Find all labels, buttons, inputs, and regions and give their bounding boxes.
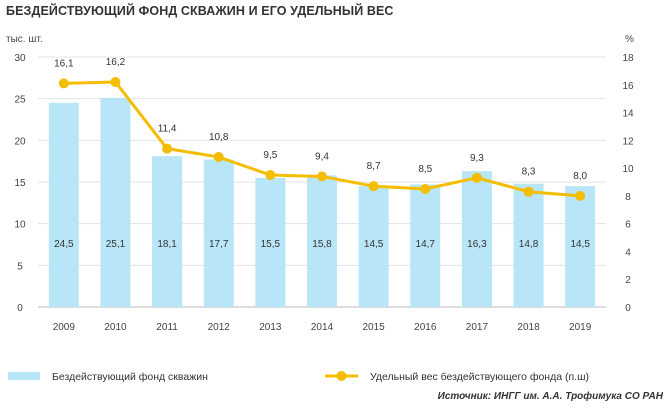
line-point: [471, 172, 482, 183]
left-tick-label: 15: [14, 178, 26, 189]
point-value-label: 9,3: [470, 153, 484, 164]
x-tick-label: 2019: [569, 322, 592, 333]
point-value-label: 9,5: [263, 150, 277, 161]
bar: [410, 184, 441, 307]
x-tick-label: 2013: [259, 322, 282, 333]
x-tick-label: 2016: [414, 322, 437, 333]
bar: [513, 183, 544, 307]
right-tick-label: 6: [625, 220, 631, 231]
legend-line-label: Удельный вес бездействующего фонда (п.ш): [370, 371, 589, 383]
left-tick-label: 30: [14, 53, 26, 64]
x-tick-label: 2015: [363, 322, 386, 333]
bar-value-label: 14,5: [570, 239, 590, 250]
left-tick-label: 5: [17, 261, 23, 272]
point-value-label: 11,4: [158, 124, 177, 135]
bar-value-label: 24,5: [54, 239, 74, 250]
bar-value-label: 15,8: [312, 239, 332, 250]
bar-series: [48, 97, 596, 307]
bar-value-label: 18,1: [157, 239, 177, 250]
right-tick-label: 18: [622, 53, 634, 64]
x-tick-label: 2010: [104, 322, 127, 333]
x-tick-label: 2011: [156, 322, 178, 333]
line-point: [575, 190, 586, 201]
bar: [100, 97, 131, 307]
point-value-label: 8,5: [418, 164, 432, 175]
point-value-label: 16,2: [106, 57, 126, 68]
bar-value-label: 16,3: [467, 239, 487, 250]
bar-value-label: 25,1: [106, 239, 126, 250]
x-tick-label: 2018: [517, 322, 540, 333]
point-value-label: 8,7: [367, 161, 381, 172]
x-axis: 2009 2010 2011 2012 2013 2014 2015 2016 2017 2018…: [53, 322, 592, 333]
chart-title: БЕЗДЕЙСТВУЮЩИЙ ФОНД СКВАЖИН И ЕГО УДЕЛЬН…: [6, 4, 394, 18]
right-tick-label: 8: [625, 192, 631, 203]
bar: [307, 175, 337, 307]
right-axis: 0 2 4 6 8 10 12 14 16 18: [622, 53, 634, 314]
line-point: [162, 143, 173, 154]
legend: Бездействующий фонд скважин Удельный вес…: [8, 371, 589, 383]
left-axis: 0 5 10 15 20 25 30: [14, 53, 26, 314]
point-labels: 16,1 16,2 11,4 10,8 9,5 9,4 8,7 8,5 9,3 8,3 8,0: [54, 57, 587, 182]
bar-value-label: 14,5: [364, 239, 384, 250]
bar: [152, 156, 183, 307]
point-value-label: 10,8: [209, 132, 229, 143]
right-axis-unit: %: [625, 34, 634, 45]
right-tick-label: 16: [622, 81, 634, 92]
left-axis-unit: тыс. шт.: [6, 34, 43, 45]
bar: [48, 102, 79, 307]
legend-bar-swatch: [8, 372, 40, 380]
right-tick-label: 0: [625, 303, 631, 314]
bar-labels: 24,5 25,1 18,1 17,7 15,5 15,8 14,5 14,7 16,3 14,8…: [54, 239, 590, 250]
right-tick-label: 4: [625, 247, 631, 258]
x-tick-label: 2017: [466, 322, 489, 333]
x-tick-label: 2009: [53, 322, 76, 333]
left-tick-label: 20: [14, 136, 26, 147]
right-tick-label: 14: [622, 109, 634, 120]
left-tick-label: 10: [14, 220, 26, 231]
right-tick-label: 10: [622, 164, 634, 175]
line-point: [213, 152, 224, 162]
line-point: [265, 170, 276, 181]
bar-value-label: 15,5: [261, 239, 281, 250]
bar: [358, 186, 389, 307]
bar: [565, 186, 596, 307]
x-tick-label: 2014: [311, 322, 334, 333]
right-tick-label: 2: [625, 275, 631, 286]
bar: [203, 159, 234, 307]
legend-line-marker: [336, 371, 347, 381]
line-point: [58, 78, 69, 89]
source-note: Источник: ИНГГ им. А.А. Трофимука СО РАН: [437, 391, 663, 402]
bar-value-label: 17,7: [209, 239, 229, 250]
x-tick-label: 2012: [208, 322, 231, 333]
line-series: [58, 77, 586, 201]
bar: [255, 177, 286, 307]
left-tick-label: 25: [14, 95, 26, 106]
line-point: [368, 181, 379, 192]
line-point: [317, 171, 327, 182]
bar-value-label: 14,8: [519, 239, 539, 250]
line-point: [110, 77, 121, 87]
left-tick-label: 0: [17, 303, 23, 314]
right-tick-label: 12: [622, 136, 634, 147]
bar-value-label: 14,7: [416, 239, 436, 250]
point-value-label: 9,4: [315, 151, 329, 162]
line-point: [523, 186, 534, 197]
point-value-label: 8,3: [522, 167, 536, 178]
point-value-label: 8,0: [573, 171, 587, 182]
bar: [461, 171, 492, 307]
point-value-label: 16,1: [54, 58, 74, 69]
line-point: [420, 183, 431, 194]
legend-bar-label: Бездействующий фонд скважин: [52, 371, 208, 383]
